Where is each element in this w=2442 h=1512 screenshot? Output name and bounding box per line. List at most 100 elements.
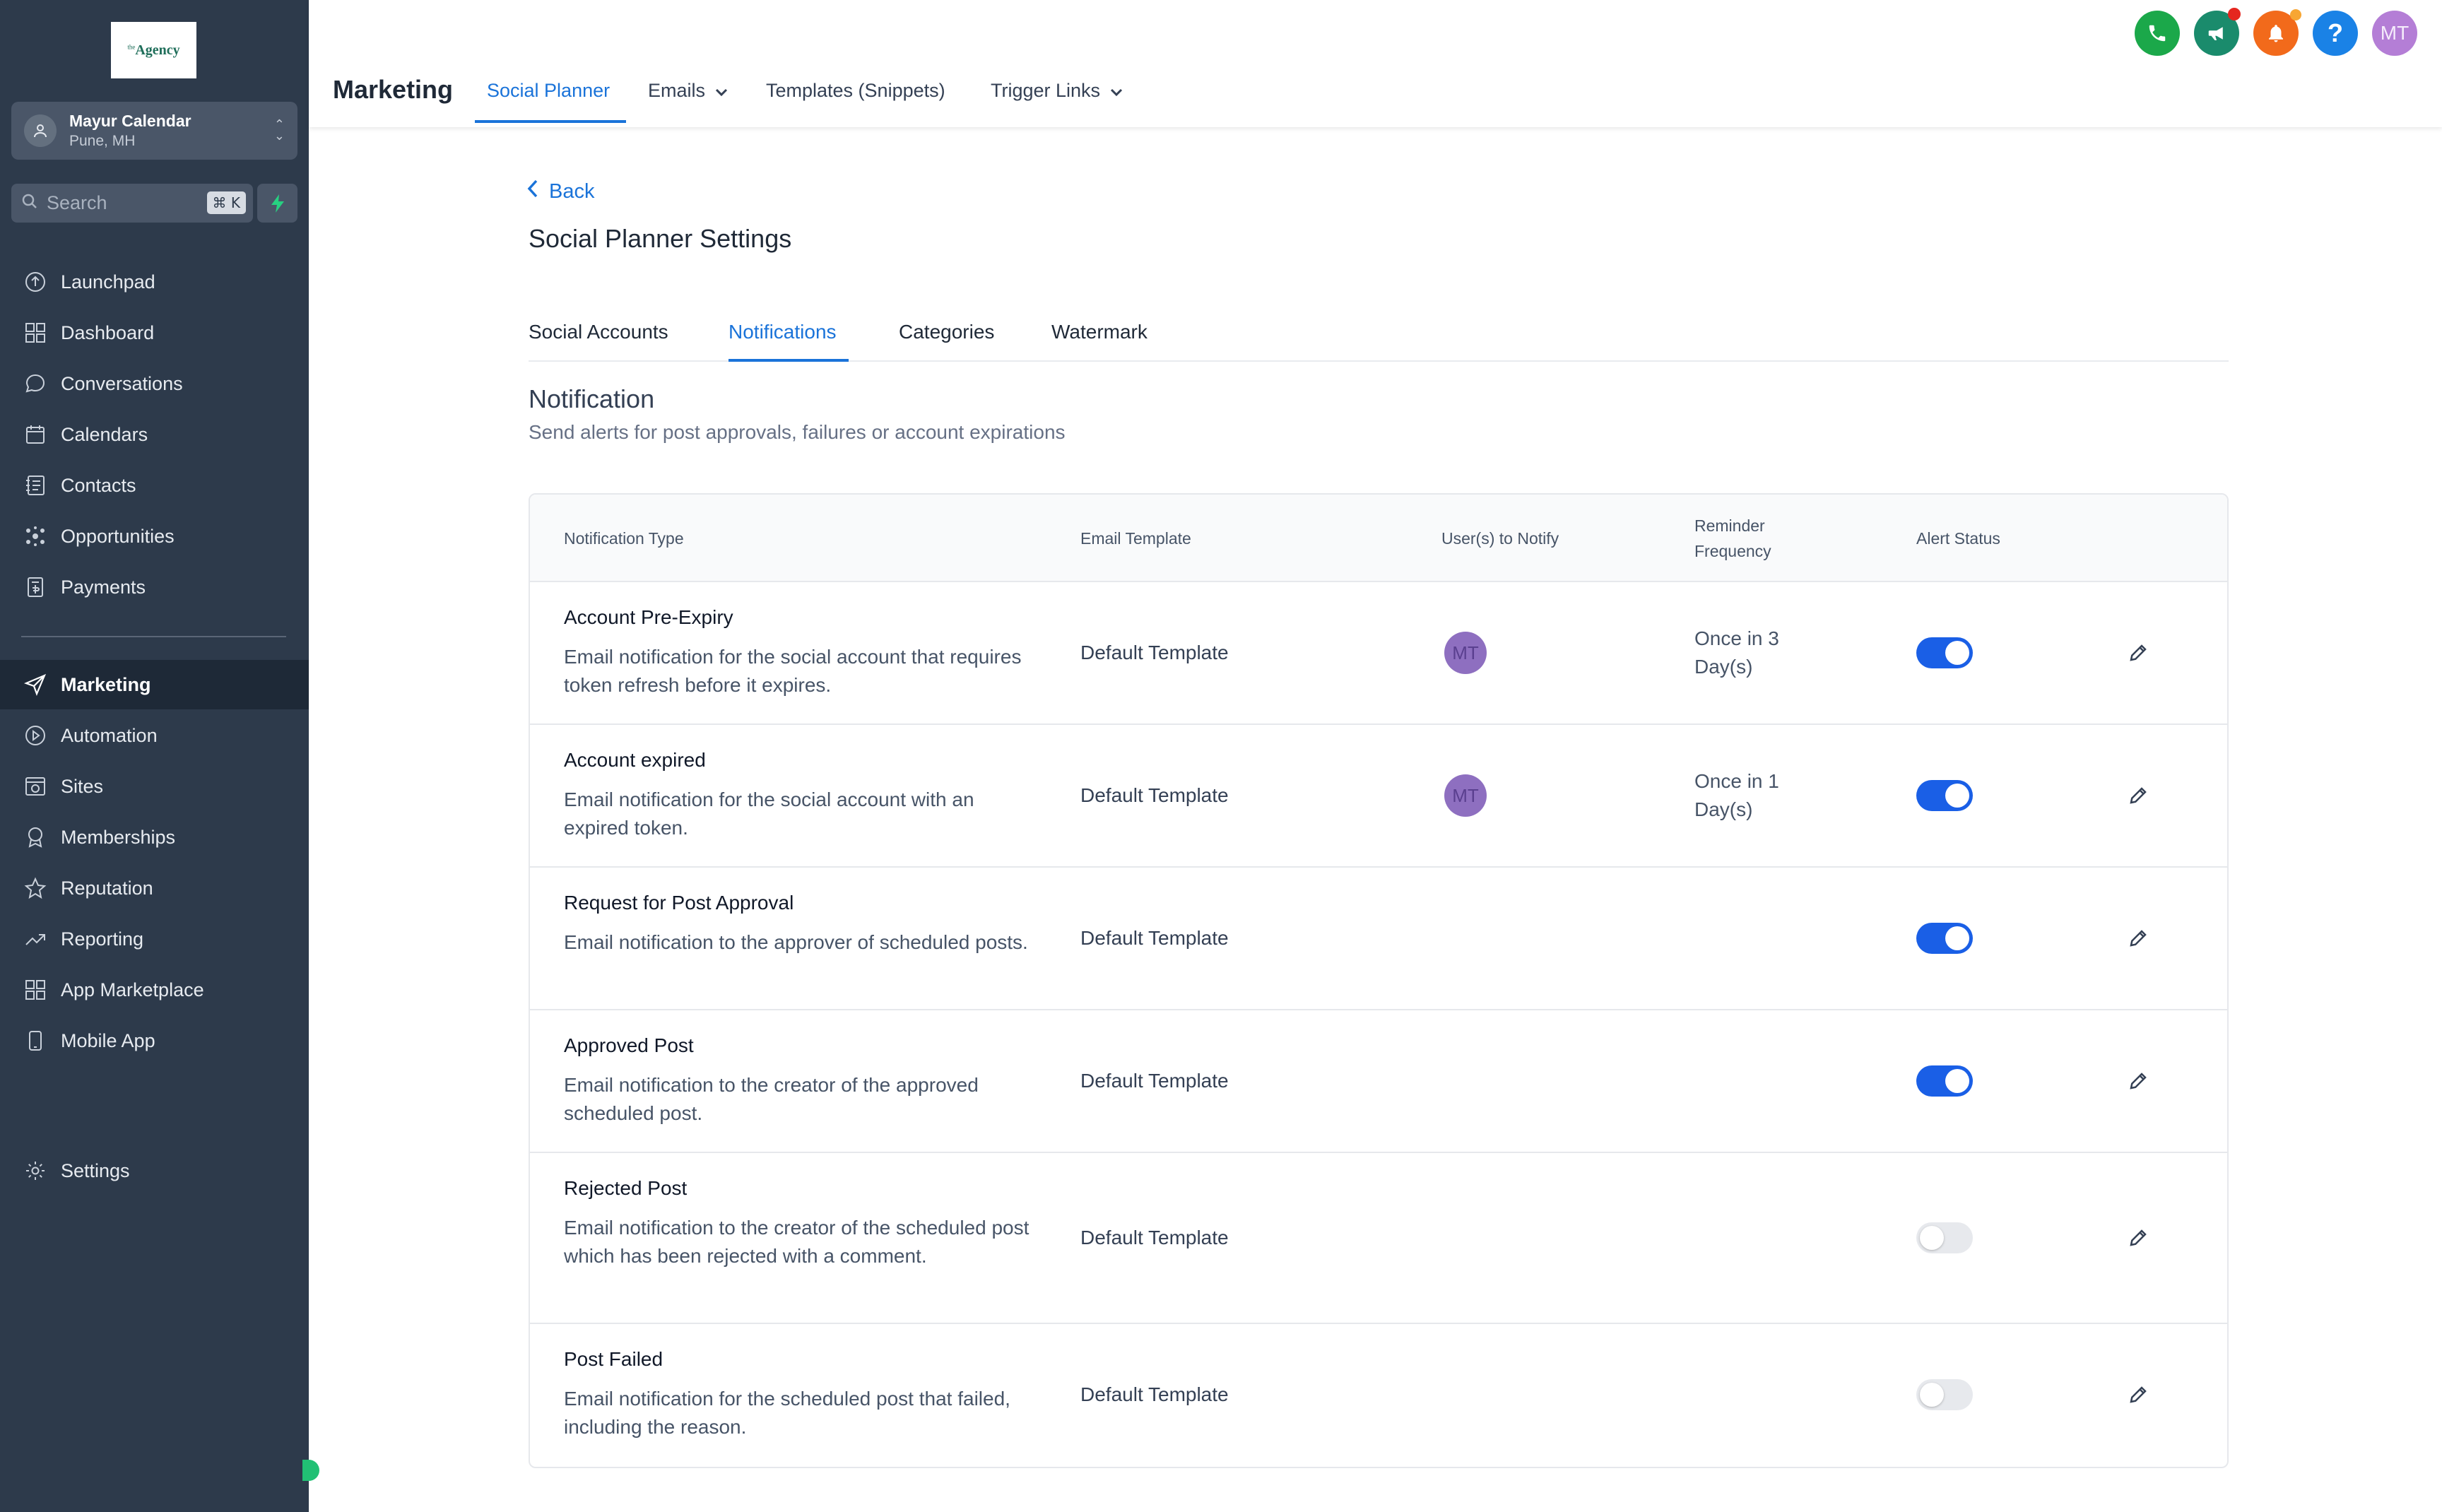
notification-title: Approved Post — [564, 1034, 694, 1056]
sidebar-item-label: Settings — [61, 1159, 130, 1181]
alert-status-toggle[interactable] — [1916, 637, 1973, 668]
sidebar-item-opportunities[interactable]: Opportunities — [0, 512, 309, 561]
reminder-frequency: Once in 1 Day(s) — [1694, 770, 1779, 820]
pencil-icon — [2130, 930, 2147, 947]
chevron-down-icon — [1110, 80, 1123, 102]
notification-title: Rejected Post — [564, 1177, 688, 1199]
sidebar-item-settings[interactable]: Settings — [0, 1146, 309, 1195]
sidebar-item-label: App Marketplace — [61, 979, 204, 1000]
tab-emails[interactable]: Emails — [648, 80, 728, 102]
chevron-left-icon — [526, 178, 539, 205]
tab-trigger-links[interactable]: Trigger Links — [991, 80, 1123, 102]
sidebar-item-launchpad[interactable]: Launchpad — [0, 257, 309, 307]
email-template: Default Template — [1080, 642, 1229, 663]
agency-logo[interactable]: theAgency — [111, 22, 196, 78]
edit-button[interactable] — [2124, 781, 2152, 810]
table-row: Rejected Post Email notification to the … — [530, 1153, 2227, 1324]
grid-icon — [23, 320, 48, 345]
table-row: Account expired Email notification for t… — [530, 725, 2227, 868]
sidebar-item-reputation[interactable]: Reputation — [0, 863, 309, 913]
notification-description: Email notification for the scheduled pos… — [564, 1388, 1010, 1438]
apps-icon — [23, 977, 48, 1003]
edit-button[interactable] — [2124, 924, 2152, 952]
table-row: Approved Post Email notification to the … — [530, 1010, 2227, 1153]
section-title: Notification — [529, 384, 655, 413]
sidebar-item-label: Memberships — [61, 826, 176, 848]
help-button[interactable]: ? — [2313, 11, 2358, 56]
sidebar-item-label: Payments — [61, 576, 146, 598]
pencil-icon — [2130, 644, 2147, 661]
sidebar-item-label: Opportunities — [61, 525, 175, 547]
collapse-sidebar-handle[interactable] — [302, 1460, 319, 1481]
tab-categories[interactable]: Categories — [899, 321, 995, 343]
email-template: Default Template — [1080, 784, 1229, 806]
table-row: Post Failed Email notification for the s… — [530, 1324, 2227, 1467]
sidebar-item-memberships[interactable]: Memberships — [0, 813, 309, 862]
notifications-button[interactable] — [2253, 9, 2301, 56]
quick-action-button[interactable] — [257, 184, 297, 223]
section-description: Send alerts for post approvals, failures… — [529, 421, 1066, 443]
sidebar-item-payments[interactable]: Payments — [0, 562, 309, 612]
sidebar-item-marketing[interactable]: Marketing — [0, 660, 309, 709]
phone-icon — [2149, 25, 2166, 42]
alert-status-toggle[interactable] — [1916, 1065, 1973, 1097]
sidebar-item-label: Automation — [61, 724, 158, 746]
user-avatar[interactable]: MT — [2372, 11, 2417, 56]
sidebar-item-label: Sites — [61, 775, 104, 797]
rocket-icon — [23, 269, 48, 295]
user-icon — [24, 114, 57, 147]
sidebar-item-app-marketplace[interactable]: App Marketplace — [0, 965, 309, 1015]
pencil-icon — [2130, 1073, 2147, 1089]
back-link[interactable]: Back — [526, 178, 594, 205]
email-template: Default Template — [1080, 1227, 1229, 1248]
edit-button[interactable] — [2124, 1067, 2152, 1095]
chevron-up-down-icon: ⌃ ⌄ — [273, 117, 285, 143]
pencil-icon — [2130, 1386, 2147, 1403]
send-icon — [23, 672, 48, 697]
announcements-button[interactable] — [2194, 8, 2241, 56]
edit-button[interactable] — [2124, 1224, 2152, 1252]
notification-title: Account Pre-Expiry — [564, 606, 733, 628]
sidebar-item-dashboard[interactable]: Dashboard — [0, 308, 309, 358]
notification-description: Email notification for the social accoun… — [564, 789, 974, 839]
sidebar-item-label: Reporting — [61, 928, 144, 950]
contacts-icon — [23, 473, 48, 498]
notification-description: Email notification to the creator of the… — [564, 1074, 979, 1124]
search-input[interactable]: Search ⌘ K — [11, 184, 253, 223]
sidebar-item-automation[interactable]: Automation — [0, 711, 309, 760]
sidebar-item-calendars[interactable]: Calendars — [0, 410, 309, 459]
reminder-frequency: Once in 3 Day(s) — [1694, 627, 1779, 678]
column-header-template: Email Template — [1080, 529, 1191, 548]
tab-social-planner[interactable]: Social Planner — [487, 80, 610, 101]
notification-title: Request for Post Approval — [564, 892, 794, 914]
sidebar-item-sites[interactable]: Sites — [0, 762, 309, 811]
search-shortcut: ⌘ K — [206, 191, 246, 214]
tab-notifications[interactable]: Notifications — [729, 321, 837, 343]
edit-button[interactable] — [2124, 639, 2152, 667]
sites-icon — [23, 774, 48, 799]
page-title: Marketing — [333, 75, 454, 104]
tab-templates-snippets[interactable]: Templates (Snippets) — [766, 80, 945, 101]
alert-status-toggle[interactable] — [1916, 1379, 1973, 1410]
sidebar-item-reporting[interactable]: Reporting — [0, 914, 309, 964]
column-header-frequency: Reminder Frequency — [1694, 516, 1771, 560]
table-row: Account Pre-Expiry Email notification fo… — [530, 582, 2227, 725]
edit-button[interactable] — [2124, 1381, 2152, 1409]
alert-status-toggle[interactable] — [1916, 1222, 1973, 1253]
account-location: Pune, MH — [69, 133, 136, 149]
sidebar-item-contacts[interactable]: Contacts — [0, 461, 309, 510]
notifications-table: Notification Type Email Template User(s)… — [529, 493, 2229, 1468]
notification-title: Post Failed — [564, 1348, 663, 1370]
tab-social-accounts[interactable]: Social Accounts — [529, 321, 668, 343]
alert-status-toggle[interactable] — [1916, 923, 1973, 954]
chat-icon — [23, 371, 48, 396]
alert-status-toggle[interactable] — [1916, 780, 1973, 811]
megaphone-icon — [2208, 27, 2223, 40]
sidebar-item-label: Reputation — [61, 877, 153, 899]
sidebar-item-conversations[interactable]: Conversations — [0, 359, 309, 408]
settings-title: Social Planner Settings — [529, 224, 792, 253]
tab-watermark[interactable]: Watermark — [1051, 321, 1148, 343]
phone-button[interactable] — [2135, 11, 2180, 56]
account-switcher[interactable]: Mayur Calendar Pune, MH ⌃ ⌄ — [11, 102, 297, 160]
sidebar-item-mobile-app[interactable]: Mobile App — [0, 1016, 309, 1065]
